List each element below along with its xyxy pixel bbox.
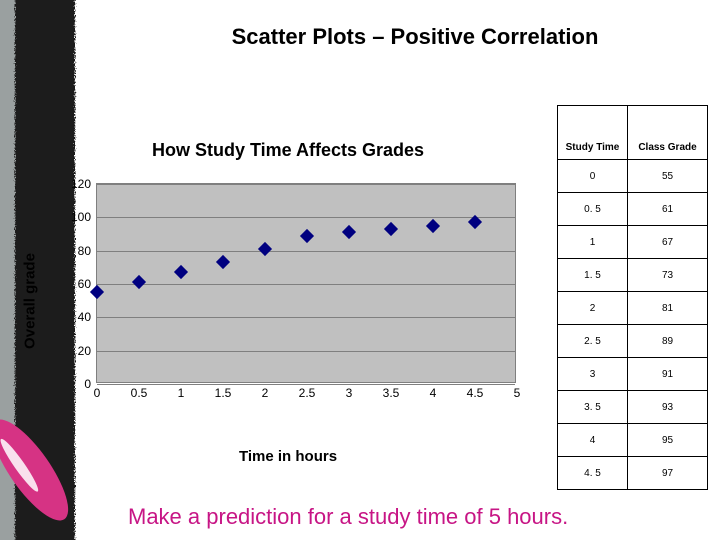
y-tick: 100: [71, 210, 97, 224]
data-point: [384, 222, 398, 236]
table-cell: 2. 5: [558, 325, 628, 358]
table-cell: 0: [558, 160, 628, 193]
gridline: [97, 317, 515, 318]
gridline: [97, 351, 515, 352]
x-tick: 0: [94, 382, 101, 400]
x-tick: 3: [346, 382, 353, 400]
y-tick: 120: [71, 177, 97, 191]
x-tick: 2: [262, 382, 269, 400]
x-tick: 5: [514, 382, 521, 400]
table-header: Study Time: [558, 106, 628, 160]
table-cell: 4. 5: [558, 457, 628, 490]
page-title: Scatter Plots – Positive Correlation: [130, 24, 700, 50]
table-cell: 55: [628, 160, 708, 193]
y-tick: 40: [78, 310, 97, 324]
table-row: 3. 593: [558, 391, 708, 424]
table-cell: 3: [558, 358, 628, 391]
data-point: [258, 242, 272, 256]
table-cell: 97: [628, 457, 708, 490]
table-cell: 81: [628, 292, 708, 325]
table-cell: 95: [628, 424, 708, 457]
data-point: [132, 275, 146, 289]
table-row: 391: [558, 358, 708, 391]
table-cell: 3. 5: [558, 391, 628, 424]
x-tick: 2.5: [299, 382, 316, 400]
gridline: [97, 217, 515, 218]
x-tick: 4.5: [467, 382, 484, 400]
x-axis-label: Time in hours: [239, 448, 337, 465]
y-axis-label: Overall grade: [22, 253, 39, 349]
y-tick: 80: [78, 244, 97, 258]
table-header: Class Grade: [628, 106, 708, 160]
x-tick: 3.5: [383, 382, 400, 400]
data-point: [426, 219, 440, 233]
table-row: 167: [558, 226, 708, 259]
table-cell: 2: [558, 292, 628, 325]
gridline: [97, 184, 515, 185]
table-row: 1. 573: [558, 259, 708, 292]
y-tick: 20: [78, 344, 97, 358]
table-cell: 93: [628, 391, 708, 424]
x-tick: 1: [178, 382, 185, 400]
plot-area: 02040608010012000.511.522.533.544.55: [96, 183, 516, 383]
table-cell: 61: [628, 193, 708, 226]
data-point: [216, 255, 230, 269]
prediction-question: Make a prediction for a study time of 5 …: [128, 504, 712, 530]
table-cell: 0. 5: [558, 193, 628, 226]
data-point: [342, 225, 356, 239]
table-row: 0. 561: [558, 193, 708, 226]
table-row: 495: [558, 424, 708, 457]
table-cell: 67: [628, 226, 708, 259]
x-tick: 1.5: [215, 382, 232, 400]
table-cell: 1. 5: [558, 259, 628, 292]
table-row: 055: [558, 160, 708, 193]
x-tick: 0.5: [131, 382, 148, 400]
chart-title: How Study Time Affects Grades: [38, 140, 538, 161]
table-row: 2. 589: [558, 325, 708, 358]
gridline: [97, 251, 515, 252]
table-cell: 91: [628, 358, 708, 391]
data-point: [300, 229, 314, 243]
data-point: [174, 265, 188, 279]
x-tick: 4: [430, 382, 437, 400]
data-table: Study TimeClass Grade0550. 5611671. 5732…: [557, 105, 708, 490]
scatter-chart: How Study Time Affects Grades Overall gr…: [38, 140, 538, 450]
table-cell: 1: [558, 226, 628, 259]
gridline: [97, 284, 515, 285]
table-cell: 4: [558, 424, 628, 457]
table-cell: 73: [628, 259, 708, 292]
table-cell: 89: [628, 325, 708, 358]
table-row: 281: [558, 292, 708, 325]
table-row: 4. 597: [558, 457, 708, 490]
